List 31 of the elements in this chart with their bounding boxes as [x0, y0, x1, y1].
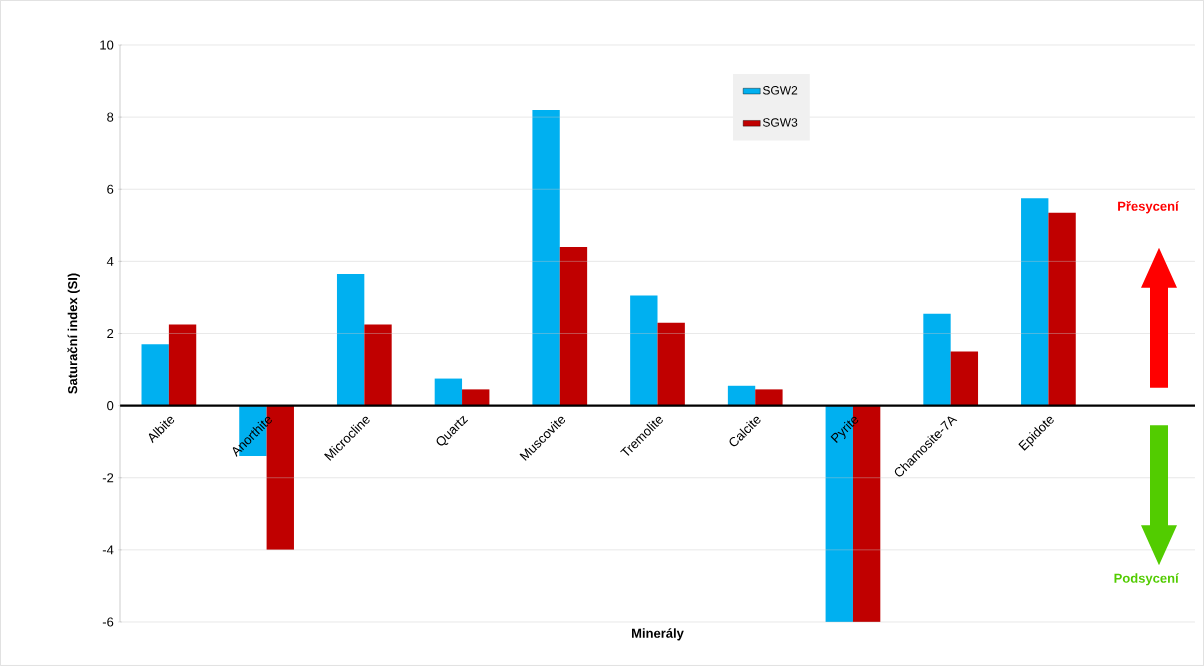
text: Podsycení: [1114, 573, 1180, 586]
bar: [364, 324, 392, 406]
bar: [950, 351, 979, 406]
legend-label: SGW2: [762, 86, 798, 95]
bar: [1048, 212, 1076, 406]
y-tick-label: 8: [107, 112, 114, 122]
bar: [559, 246, 588, 406]
y-tick-label: 10: [100, 40, 114, 50]
y-tick-label: 0: [107, 401, 114, 411]
x-axis-title: Minerály: [631, 628, 684, 641]
bar: [755, 389, 783, 406]
bar: [1021, 198, 1049, 406]
bar: [462, 389, 490, 406]
bar: [168, 324, 197, 406]
bar: [727, 385, 756, 406]
y-tick-label: 6: [107, 184, 114, 194]
y-tick-label: 2: [107, 328, 114, 339]
legend-label: SGW3: [762, 118, 798, 127]
bar: [630, 295, 658, 406]
bar: [141, 344, 169, 406]
y-axis-title: Saturační index (SI): [67, 273, 80, 394]
y-tick-label: 4: [106, 256, 114, 266]
bar: [434, 378, 463, 406]
text: Přesycení: [1118, 200, 1180, 214]
y-tick-label: -2: [102, 473, 114, 483]
y-tick-label: -4: [102, 545, 114, 555]
bar: [923, 313, 951, 406]
y-tick-label: -6: [102, 617, 114, 627]
bar: [657, 322, 685, 406]
bar: [336, 273, 365, 406]
bar: [532, 109, 560, 406]
